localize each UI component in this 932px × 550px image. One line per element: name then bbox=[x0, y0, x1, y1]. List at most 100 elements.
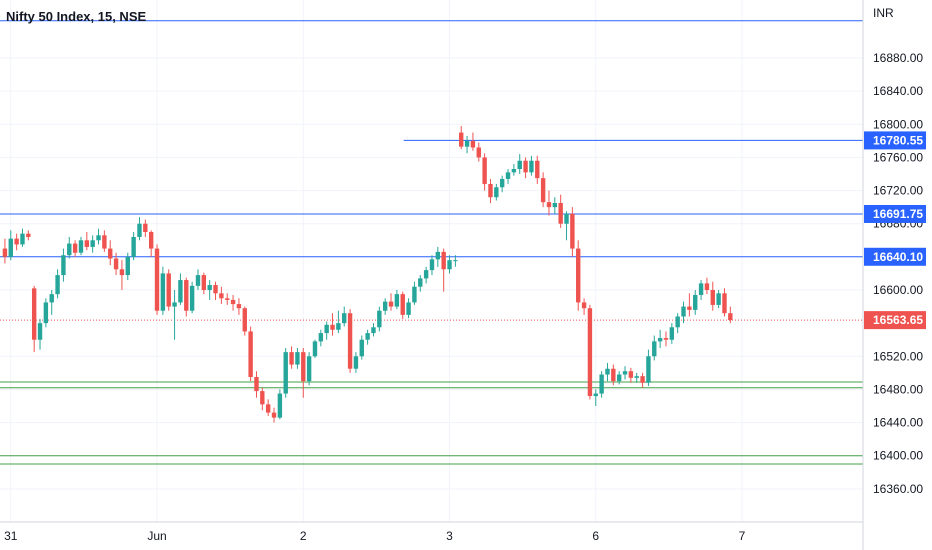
candle bbox=[125, 252, 130, 281]
candle-body bbox=[336, 323, 341, 330]
candle bbox=[429, 255, 435, 276]
candle bbox=[470, 132, 476, 151]
candle bbox=[634, 372, 639, 383]
candle-body bbox=[511, 169, 517, 173]
candle bbox=[201, 272, 207, 295]
candle-body bbox=[693, 294, 698, 310]
candle-body bbox=[470, 140, 476, 148]
candle-body bbox=[558, 203, 563, 224]
candle-body bbox=[687, 306, 692, 310]
candle bbox=[154, 244, 160, 315]
candle-body bbox=[570, 213, 575, 249]
candle-body bbox=[49, 294, 54, 303]
candle-body bbox=[306, 356, 312, 382]
candle bbox=[137, 217, 142, 241]
candle-body bbox=[20, 233, 25, 245]
candle bbox=[26, 230, 31, 241]
candle bbox=[172, 290, 177, 340]
candle bbox=[359, 335, 364, 360]
candle bbox=[646, 349, 651, 387]
candle bbox=[43, 298, 49, 328]
time-tick-label: 2 bbox=[300, 529, 307, 543]
price-tick-label: 16480.00 bbox=[873, 382, 923, 396]
currency-label[interactable]: INR bbox=[873, 6, 894, 20]
candle-body bbox=[342, 313, 347, 324]
candle-body bbox=[359, 339, 364, 357]
candle-body bbox=[464, 140, 470, 147]
candle-body bbox=[675, 316, 680, 328]
candle bbox=[2, 238, 8, 264]
candle bbox=[353, 352, 359, 373]
candle-body bbox=[459, 132, 464, 147]
candle-body bbox=[482, 157, 487, 184]
candle bbox=[236, 298, 242, 315]
candle-body bbox=[587, 308, 593, 397]
candle bbox=[593, 389, 598, 406]
candle bbox=[84, 232, 90, 251]
candle bbox=[365, 329, 370, 345]
candle bbox=[687, 293, 692, 317]
candle-series bbox=[2, 125, 733, 423]
candle-body bbox=[698, 283, 704, 295]
candle bbox=[265, 399, 271, 416]
candle bbox=[535, 155, 540, 184]
candle-body bbox=[14, 238, 19, 245]
price-tick-label: 16440.00 bbox=[873, 416, 923, 430]
candle-body bbox=[219, 293, 224, 299]
candle-body bbox=[236, 304, 242, 309]
candle-body bbox=[646, 356, 651, 383]
price-tag-label: 16640.10 bbox=[873, 250, 923, 264]
candle bbox=[219, 286, 224, 305]
candle-body bbox=[31, 288, 37, 340]
candle-body bbox=[201, 275, 207, 290]
candle bbox=[558, 194, 563, 228]
candle bbox=[663, 331, 669, 347]
candle bbox=[546, 190, 552, 216]
candle-body bbox=[616, 374, 622, 382]
candle-body bbox=[406, 302, 411, 315]
price-tick-label: 16840.00 bbox=[873, 84, 923, 98]
candle bbox=[400, 291, 405, 319]
candle bbox=[652, 335, 657, 361]
candle bbox=[67, 236, 72, 259]
candle-body bbox=[271, 412, 277, 418]
candle bbox=[576, 240, 581, 311]
candle bbox=[494, 183, 499, 201]
candle-body bbox=[166, 273, 171, 307]
candle-body bbox=[254, 377, 259, 392]
candle-body bbox=[429, 259, 435, 271]
price-tag-label: 16691.75 bbox=[873, 207, 923, 221]
price-tick-label: 16720.00 bbox=[873, 184, 923, 198]
candle bbox=[423, 266, 429, 284]
candle-body bbox=[119, 269, 125, 276]
candle bbox=[517, 154, 522, 174]
candle-body bbox=[388, 301, 394, 307]
price-tag bbox=[864, 204, 926, 223]
candle-body bbox=[640, 376, 645, 383]
candle bbox=[499, 175, 505, 193]
candle bbox=[14, 233, 19, 251]
candle-body bbox=[622, 371, 628, 375]
price-tags: 16780.55 16691.75 16640.10 16563.65 bbox=[864, 131, 926, 330]
candle bbox=[143, 219, 148, 237]
candle-body bbox=[301, 352, 306, 382]
candle bbox=[716, 290, 721, 309]
candle bbox=[195, 269, 201, 290]
candle-body bbox=[728, 313, 733, 321]
candle bbox=[377, 306, 382, 332]
candle bbox=[382, 298, 388, 315]
candle bbox=[611, 364, 616, 386]
candle-body bbox=[72, 243, 78, 253]
candle bbox=[330, 313, 335, 336]
candle-body bbox=[394, 294, 400, 307]
candle-body bbox=[137, 223, 142, 237]
candle-body bbox=[494, 187, 499, 198]
horizontal-levels bbox=[0, 20, 863, 465]
candle bbox=[511, 164, 517, 176]
candle-body bbox=[722, 293, 727, 314]
candle bbox=[523, 157, 528, 179]
candle-body bbox=[143, 223, 148, 232]
candle bbox=[476, 142, 481, 162]
time-axis[interactable]: 31 Jun 2 3 6 7 bbox=[4, 529, 746, 543]
